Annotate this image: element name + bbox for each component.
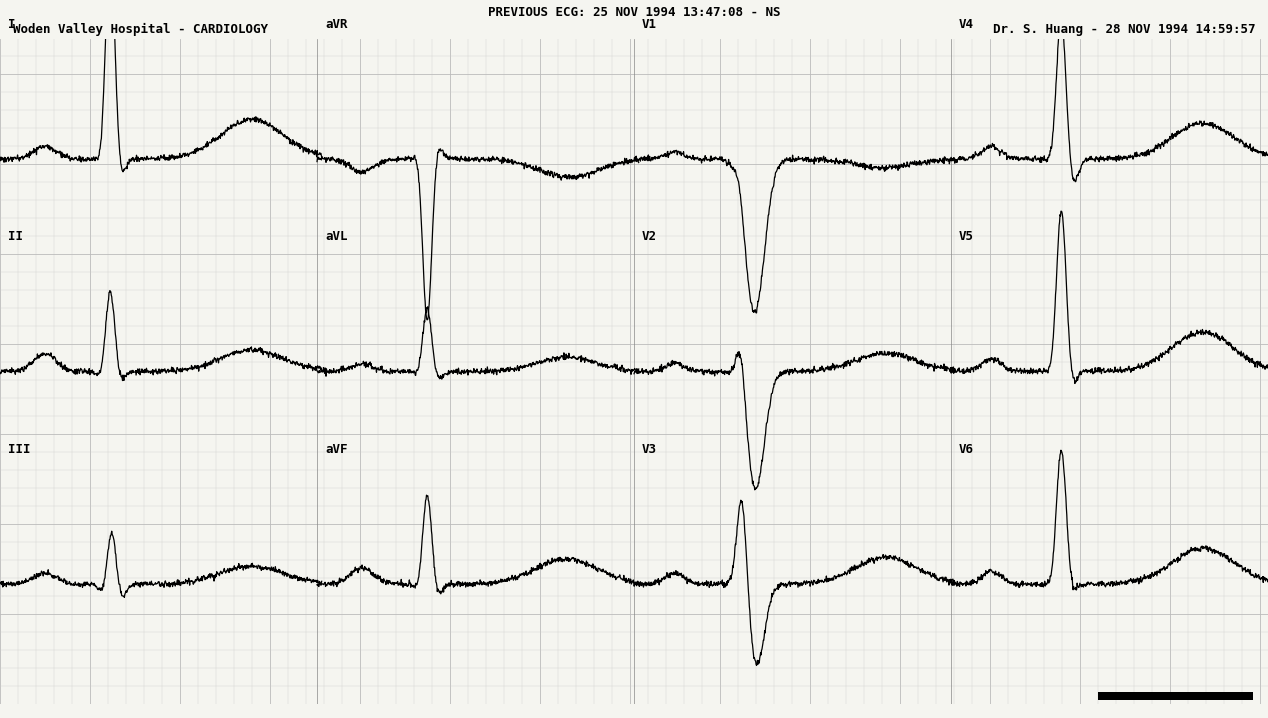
Text: aVL: aVL [325, 230, 347, 243]
Text: V2: V2 [642, 230, 657, 243]
Text: PREVIOUS ECG: 25 NOV 1994 13:47:08 - NS: PREVIOUS ECG: 25 NOV 1994 13:47:08 - NS [488, 6, 780, 19]
Text: V4: V4 [959, 17, 974, 31]
Text: aVF: aVF [325, 442, 347, 456]
Text: III: III [8, 442, 30, 456]
Text: II: II [8, 230, 23, 243]
Text: V5: V5 [959, 230, 974, 243]
Text: Dr. S. Huang - 28 NOV 1994 14:59:57: Dr. S. Huang - 28 NOV 1994 14:59:57 [993, 23, 1255, 36]
Text: I: I [8, 17, 15, 31]
Text: Woden Valley Hospital - CARDIOLOGY: Woden Valley Hospital - CARDIOLOGY [13, 23, 268, 36]
Text: V3: V3 [642, 442, 657, 456]
Text: V6: V6 [959, 442, 974, 456]
Text: aVR: aVR [325, 17, 347, 31]
Bar [1098, 691, 1253, 699]
Text: V1: V1 [642, 17, 657, 31]
